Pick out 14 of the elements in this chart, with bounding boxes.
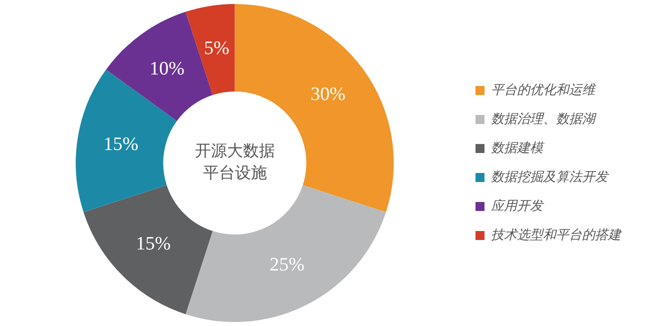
legend-label: 数据挖掘及算法开发 bbox=[491, 170, 610, 185]
data-label: 15% bbox=[103, 134, 138, 155]
data-label: 10% bbox=[150, 58, 185, 80]
legend-label: 应用开发 bbox=[491, 198, 545, 214]
legend-label: 平台的优化和运维 bbox=[491, 82, 597, 98]
data-label: 5% bbox=[204, 38, 230, 60]
text: 开源大数据 bbox=[194, 141, 275, 160]
data-label: 25% bbox=[270, 254, 305, 276]
legend-label: 技术选型和平台的搭建 bbox=[491, 228, 623, 243]
data-label: 30% bbox=[310, 84, 346, 106]
legend-label: 数据治理、数据湖 bbox=[491, 112, 597, 127]
legend-label: 数据建模 bbox=[491, 140, 545, 156]
text: 平台设施 bbox=[202, 163, 267, 182]
data-label: 15% bbox=[136, 233, 171, 254]
